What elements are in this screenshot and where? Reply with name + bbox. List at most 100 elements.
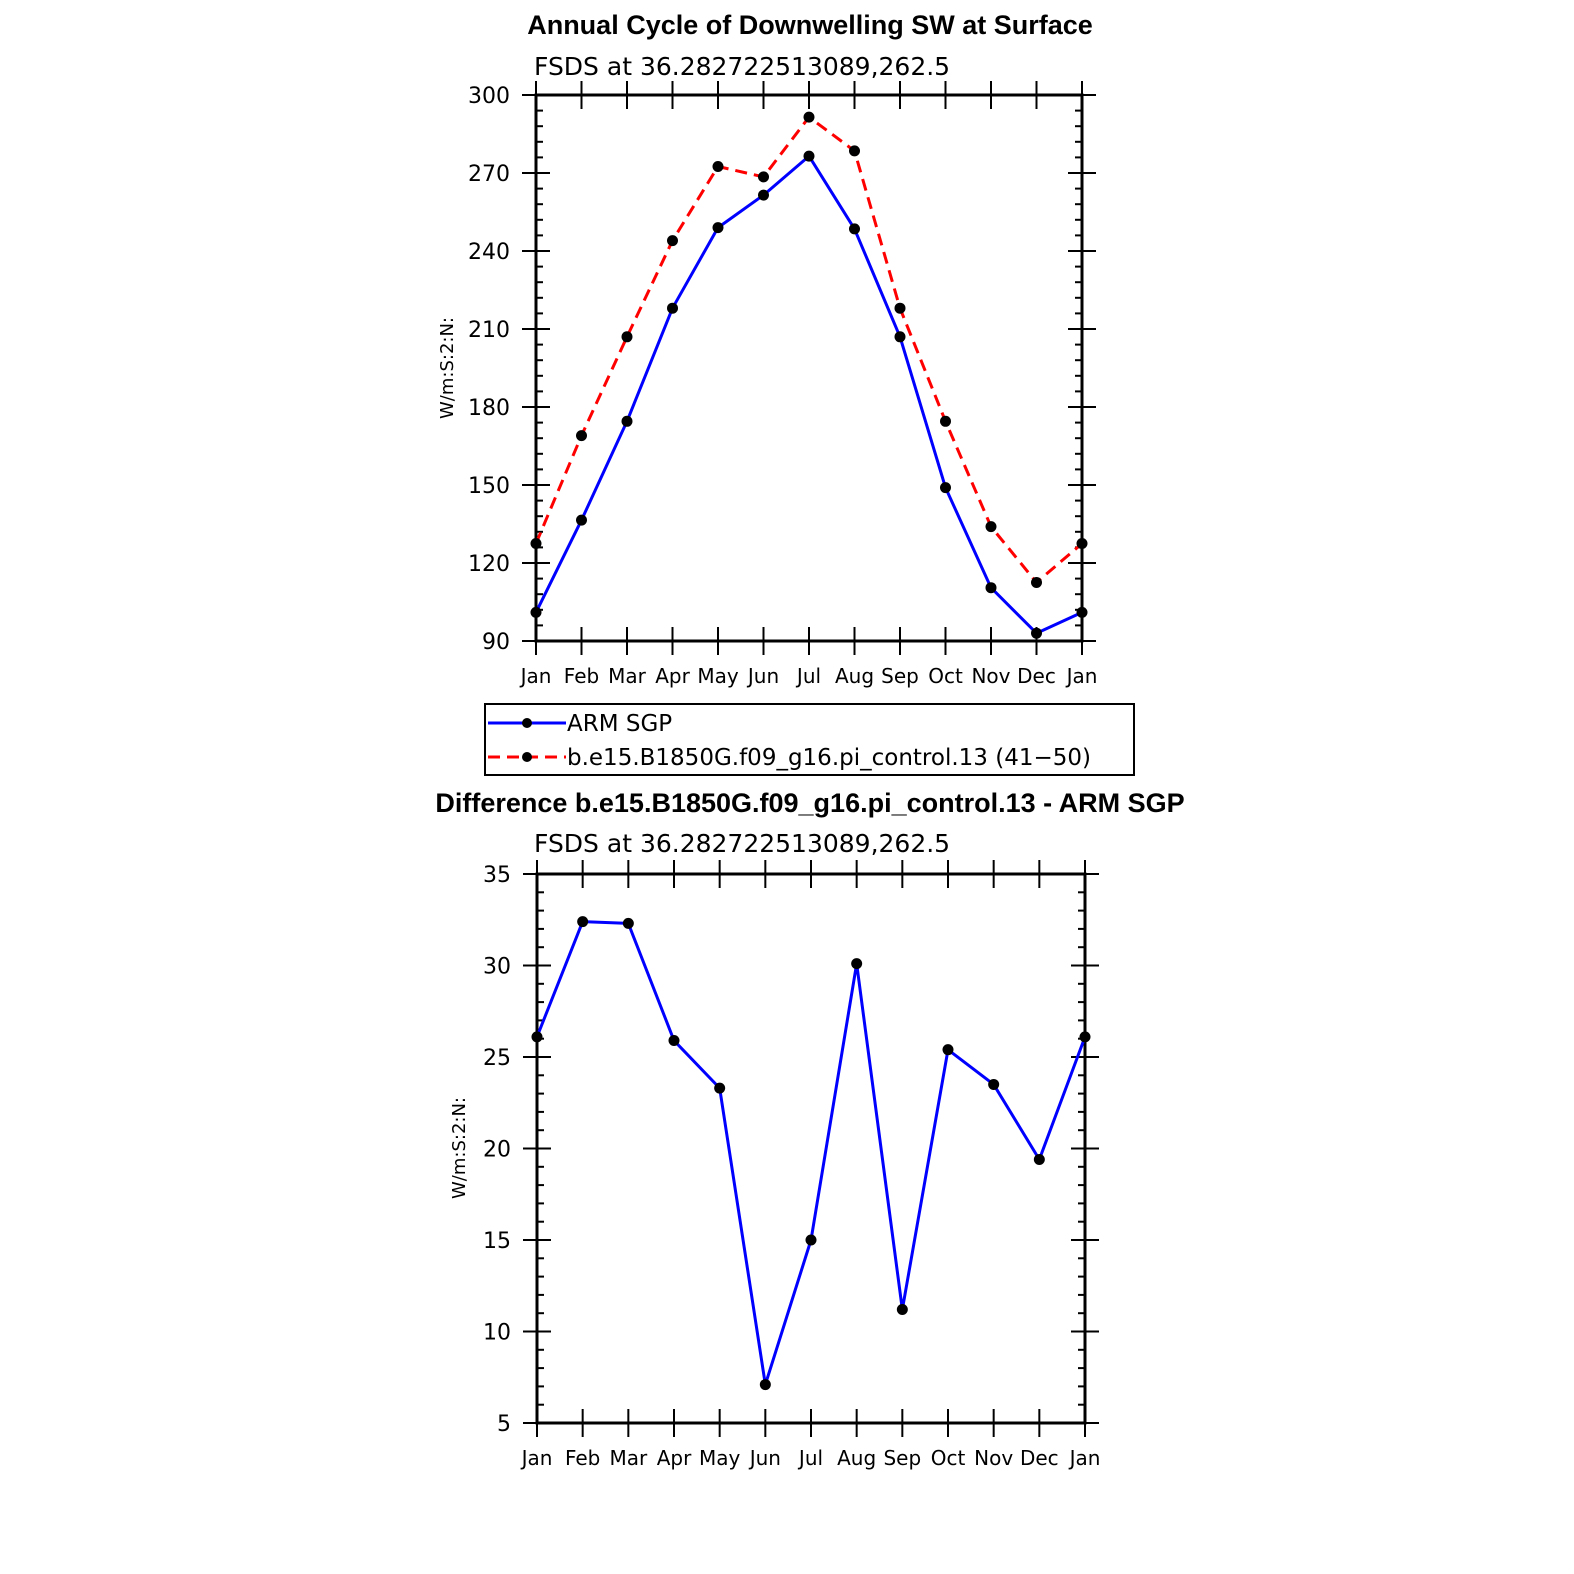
chart2-xtick-label: Aug <box>837 1446 876 1470</box>
chart1-series-0-point <box>1031 627 1042 639</box>
chart2-series-0-point <box>577 916 589 928</box>
chart1-xtick-label: Mar <box>608 664 647 688</box>
chart1-xtick-label: Jan <box>519 664 552 688</box>
chart1-series-0-point <box>940 482 951 494</box>
chart1-xtick-label: Dec <box>1017 664 1056 688</box>
chart1-xtick-label: Apr <box>655 664 690 688</box>
chart2-series-0-point <box>531 1031 543 1043</box>
chart2-series-0-point <box>622 917 634 929</box>
chart2-xtick-label: Dec <box>1020 1446 1059 1470</box>
chart1-xtick-label: Aug <box>835 664 874 688</box>
chart1-series-0-point <box>712 222 724 234</box>
chart1-series-0-point <box>894 331 906 343</box>
chart2-plot: 5 10 15 20 25 30 35 Jan Feb Mar Apr May Jun Jul Aug Sep… <box>483 860 1100 1470</box>
chart2-series-0-line <box>535 920 1087 1387</box>
chart2-ytick-label: 5 <box>497 1412 511 1437</box>
chart1-ylabel: W/m:S:2:N: <box>437 317 458 419</box>
chart1-series-0-point <box>576 514 587 526</box>
chart2-xtick-label: Sep <box>883 1446 921 1470</box>
chart2-ytick-label: 25 <box>483 1046 511 1071</box>
chart1-series-0-point <box>621 415 633 427</box>
chart2-series-0-point <box>668 1035 680 1047</box>
chart1-series-0-point <box>1076 606 1088 618</box>
chart2-ytick-label: 10 <box>483 1321 511 1346</box>
legend-label-model: b.e15.B1850G.f09_g16.pi_control.13 (41−5… <box>567 745 1091 771</box>
chart1-series-0-point <box>849 223 860 235</box>
chart2-xtick-label: Jul <box>797 1446 823 1470</box>
chart1-series-0-point <box>667 302 678 314</box>
chart1-ytick-label: 270 <box>468 162 510 187</box>
chart1-subtitle: FSDS at 36.282722513089,262.5 <box>534 52 950 81</box>
chart1-xtick-label: Jan <box>1065 664 1098 688</box>
chart1-series-1-point <box>576 430 587 442</box>
chart1-ytick-label: 240 <box>468 240 510 265</box>
chart1-series-1-point <box>803 111 815 123</box>
chart2-title: Difference b.e15.B1850G.f09_g16.pi_contr… <box>435 788 1184 818</box>
chart2-xtick-label: Apr <box>657 1446 692 1470</box>
chart1-series-0-point <box>530 606 542 618</box>
chart2-series-0-point <box>1079 1031 1091 1043</box>
chart2-series-0-point <box>805 1234 817 1246</box>
legend-label-arm: ARM SGP <box>567 711 672 737</box>
legend-marker-model <box>522 752 532 762</box>
chart2-xtick-label: Jan <box>1068 1446 1101 1470</box>
chart2-xtick-label: Mar <box>609 1446 648 1470</box>
chart2-ytick-label: 30 <box>483 955 511 980</box>
chart2-xtick-label: Feb <box>565 1446 600 1470</box>
chart1-series-1-point <box>1031 577 1042 588</box>
chart1-series-1-point <box>530 538 542 549</box>
chart1-xtick-label: Nov <box>971 664 1010 688</box>
chart1-series-0-point <box>803 150 815 162</box>
chart1-xtick-label: Jul <box>795 664 821 688</box>
chart1-series-0-line <box>534 154 1083 635</box>
chart1-series-0-point <box>985 582 997 594</box>
chart2-ytick-label: 15 <box>483 1229 511 1254</box>
chart1-series-0-point <box>758 189 769 201</box>
chart1-ytick-label: 90 <box>482 630 510 655</box>
chart2-frame <box>535 872 1087 1425</box>
chart2-series-0-point <box>759 1379 771 1391</box>
chart1-ytick-label: 210 <box>468 318 510 343</box>
chart2-series-0-point <box>896 1304 908 1316</box>
chart1-series-1-point <box>849 145 860 157</box>
chart2-xtick-label: Jun <box>748 1446 781 1470</box>
chart2-series-0-point <box>714 1082 726 1094</box>
chart1-title: Annual Cycle of Downwelling SW at Surfac… <box>527 10 1093 40</box>
chart2-xtick-label: Nov <box>974 1446 1013 1470</box>
chart1-xtick-label: Sep <box>881 664 919 688</box>
chart1-series-1-point <box>894 302 906 314</box>
chart1-xtick-label: Feb <box>564 664 599 688</box>
chart2-ylabel: W/m:S:2:N: <box>449 1097 470 1199</box>
chart1-xtick-label: Oct <box>928 664 963 688</box>
chart1-series-1-point <box>985 521 997 533</box>
chart1-xtick-label: May <box>697 664 739 688</box>
chart2-ytick-label: 35 <box>483 863 511 888</box>
chart2-series-0-point <box>942 1044 954 1056</box>
chart2-xtick-label: May <box>699 1446 741 1470</box>
chart2-series-0-point <box>851 958 863 970</box>
chart1-ytick-label: 150 <box>468 474 510 499</box>
chart1-series-1-point <box>758 171 769 183</box>
chart2-series-0-point <box>1033 1153 1045 1165</box>
chart2-subtitle: FSDS at 36.282722513089,262.5 <box>534 829 950 858</box>
chart1-series-1-point <box>621 331 633 343</box>
chart2-series-0-point <box>988 1078 1000 1090</box>
chart1-series-1-point <box>667 235 678 247</box>
chart1-legend: ARM SGP b.e15.B1850G.f09_g16.pi_control.… <box>484 703 1135 776</box>
chart1-ytick-label: 180 <box>468 396 510 421</box>
chart1-ytick-label: 120 <box>468 552 510 577</box>
chart1-ytick-label: 300 <box>468 84 510 109</box>
chart1-xtick-label: Jun <box>746 664 779 688</box>
legend-marker-arm <box>522 718 532 728</box>
chart1-series-1-line <box>534 115 1083 584</box>
chart1-frame <box>534 93 1084 643</box>
chart1-plot: 90 120 150 180 210 240 270 300 Jan Feb Mar Apr May Ju… <box>468 81 1097 688</box>
chart2-xtick-label: Jan <box>520 1446 553 1470</box>
chart1-series-1-point <box>940 415 951 427</box>
chart2-xtick-label: Oct <box>931 1446 966 1470</box>
chart2-ytick-label: 20 <box>483 1138 511 1163</box>
legend-box <box>484 703 1135 776</box>
chart1-series-1-point <box>712 161 724 172</box>
chart1-series-1-point <box>1076 538 1088 549</box>
